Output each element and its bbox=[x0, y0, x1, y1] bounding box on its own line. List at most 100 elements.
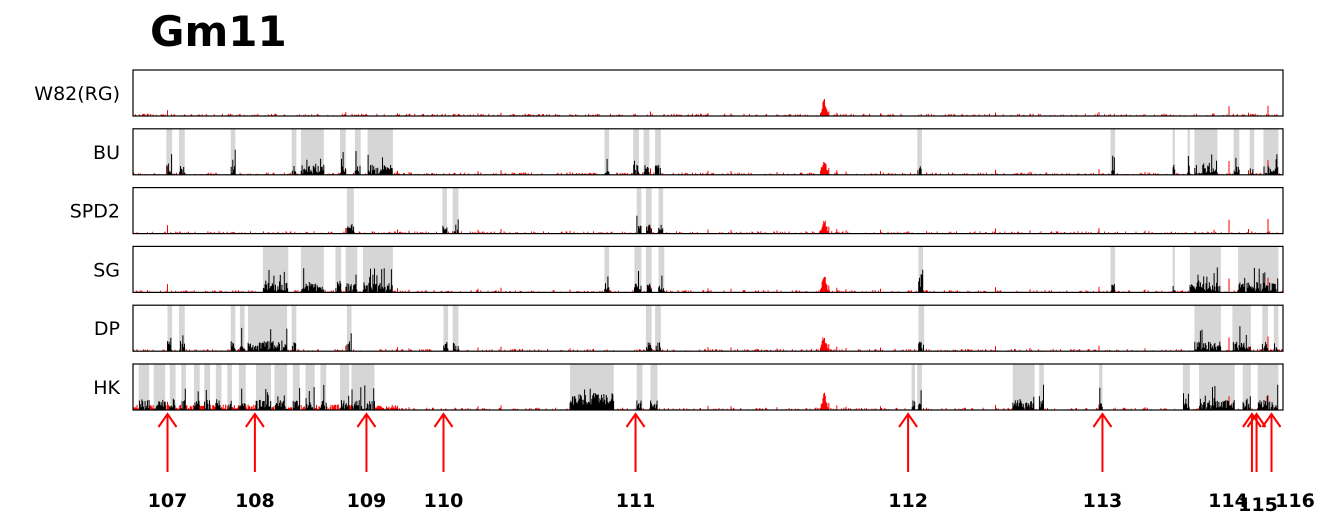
variant-region bbox=[167, 305, 173, 352]
variant-region bbox=[354, 128, 361, 175]
track-spd2: SPD2 bbox=[70, 187, 1284, 235]
variant-region bbox=[918, 305, 925, 352]
reference-signal bbox=[133, 392, 1269, 410]
marker-108: 108 bbox=[235, 412, 275, 512]
variant-region bbox=[636, 187, 642, 234]
variant-region bbox=[351, 364, 375, 410]
variant-region bbox=[917, 364, 922, 410]
marker-112: 112 bbox=[888, 412, 928, 512]
marker-label: 107 bbox=[148, 490, 188, 512]
marker-arrow-head bbox=[625, 412, 646, 428]
sample-signal bbox=[166, 149, 1279, 175]
variant-region bbox=[230, 128, 236, 175]
variant-region bbox=[166, 128, 173, 175]
variant-region bbox=[1099, 364, 1103, 410]
variant-region bbox=[345, 246, 358, 293]
track-frame bbox=[132, 128, 1284, 176]
marker-111: 111 bbox=[616, 412, 656, 512]
variant-region bbox=[179, 305, 185, 352]
variant-region bbox=[1263, 128, 1279, 175]
marker-arrow-head bbox=[245, 412, 265, 428]
variant-region bbox=[363, 246, 393, 293]
variant-region bbox=[305, 364, 315, 410]
variant-region bbox=[658, 246, 665, 293]
reference-signal bbox=[132, 99, 1278, 116]
variant-region bbox=[655, 128, 661, 175]
track-w82-rg-: W82(RG) bbox=[34, 69, 1284, 117]
variant-region bbox=[230, 305, 236, 352]
variant-region bbox=[1110, 246, 1116, 293]
variant-region bbox=[442, 187, 447, 234]
variant-region bbox=[215, 364, 222, 410]
track-frame bbox=[132, 69, 1284, 117]
variant-region bbox=[179, 128, 185, 175]
variant-region bbox=[1194, 128, 1218, 175]
variant-region bbox=[239, 305, 245, 352]
variant-region bbox=[1242, 364, 1251, 410]
variant-region bbox=[650, 364, 658, 410]
variant-region bbox=[291, 305, 297, 352]
sample-signal bbox=[346, 215, 664, 234]
variant-region bbox=[1249, 128, 1255, 175]
sample-signal bbox=[138, 384, 1279, 410]
marker-109: 109 bbox=[347, 412, 387, 512]
track-sg: SG bbox=[93, 245, 1284, 293]
chart-title: Gm11 bbox=[150, 7, 287, 56]
variant-region bbox=[1187, 128, 1190, 175]
variant-region bbox=[340, 128, 346, 175]
variant-region bbox=[1257, 364, 1279, 410]
variant-region bbox=[636, 364, 643, 410]
variant-region bbox=[452, 305, 459, 352]
track-label: DP bbox=[94, 318, 120, 340]
variant-region bbox=[604, 246, 610, 293]
variant-region bbox=[645, 305, 652, 352]
variant-region bbox=[340, 364, 350, 410]
variant-region bbox=[193, 364, 200, 410]
variant-region bbox=[346, 187, 354, 234]
variant-region bbox=[335, 246, 342, 293]
track-frame bbox=[132, 187, 1284, 235]
variant-region bbox=[918, 246, 924, 293]
reference-signal bbox=[133, 336, 1283, 352]
variant-region bbox=[300, 246, 324, 293]
variant-region bbox=[238, 364, 246, 410]
variant-region bbox=[1189, 246, 1221, 293]
variant-region bbox=[443, 305, 449, 352]
variant-region bbox=[292, 364, 300, 410]
track-label: HK bbox=[93, 377, 120, 399]
variant-region bbox=[227, 364, 232, 410]
marker-110: 110 bbox=[424, 412, 464, 512]
marker-label: 108 bbox=[235, 490, 275, 512]
variant-region bbox=[1172, 128, 1175, 175]
variant-region bbox=[1273, 305, 1279, 352]
variant-region bbox=[452, 187, 459, 234]
sample-signal bbox=[262, 267, 1279, 293]
marker-label: 110 bbox=[424, 490, 464, 512]
marker-arrow-head bbox=[1242, 412, 1262, 428]
variant-region bbox=[634, 246, 642, 293]
marker-label: 114 bbox=[1208, 490, 1248, 512]
variant-region bbox=[1262, 305, 1269, 352]
variant-region bbox=[911, 364, 915, 410]
marker-label: 115 bbox=[1238, 494, 1278, 516]
marker-arrow-head bbox=[356, 412, 377, 428]
sample-signal bbox=[167, 326, 1279, 352]
track-bu: BU bbox=[93, 128, 1284, 176]
track-label: W82(RG) bbox=[34, 83, 120, 105]
variant-region bbox=[346, 305, 352, 352]
variant-region bbox=[633, 128, 639, 175]
marker-arrow-head bbox=[1246, 412, 1267, 428]
marker-label: 109 bbox=[347, 490, 387, 512]
variant-region bbox=[643, 128, 650, 175]
marker-arrow-head bbox=[898, 412, 918, 428]
variant-region bbox=[655, 305, 661, 352]
variant-region bbox=[169, 364, 176, 410]
marker-label: 111 bbox=[616, 490, 656, 512]
marker-arrow-head bbox=[157, 412, 178, 428]
marker-arrow-head bbox=[1261, 412, 1282, 428]
marker-label: 113 bbox=[1083, 490, 1123, 512]
variant-region bbox=[367, 128, 393, 175]
variant-region bbox=[658, 187, 664, 234]
